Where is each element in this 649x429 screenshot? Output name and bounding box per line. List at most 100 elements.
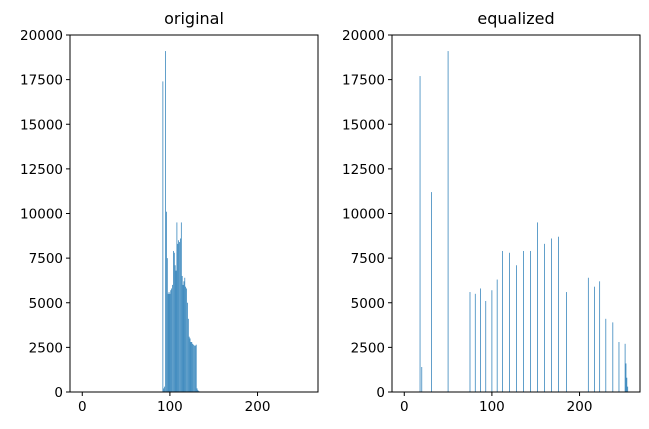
y-tick-label: 10000 xyxy=(20,207,63,223)
y-tick-label: 12500 xyxy=(342,162,385,178)
histogram-bar xyxy=(485,300,487,392)
histogram-bar xyxy=(163,388,165,392)
histogram-equalized-panel: equalized 0 2500 5000 7500 10000 12500 15000 17… xyxy=(342,9,641,415)
histogram-bar xyxy=(509,252,510,392)
histogram-bar xyxy=(605,318,607,392)
y-tick-label: 7500 xyxy=(29,251,63,267)
histogram-bar xyxy=(496,279,498,392)
chart-title-original: original xyxy=(164,9,224,28)
histogram-bar xyxy=(594,286,595,392)
histogram-bar xyxy=(624,343,626,392)
histogram-bar xyxy=(190,342,192,392)
histogram-bar xyxy=(421,367,423,392)
histogram-bar xyxy=(618,342,620,392)
y-tick-label: 15000 xyxy=(20,117,63,133)
histogram-bar xyxy=(544,243,545,392)
histogram-bar xyxy=(537,222,538,392)
histogram-bar xyxy=(558,236,559,392)
y-tick-label: 10000 xyxy=(342,207,385,223)
histogram-bar xyxy=(191,342,193,392)
y-tick-label: 15000 xyxy=(342,117,385,133)
histogram-bar xyxy=(182,284,184,392)
y-tick-label: 2500 xyxy=(351,340,385,356)
histogram-bar xyxy=(173,250,174,392)
chart-title-equalized: equalized xyxy=(477,9,554,28)
histogram-bar xyxy=(164,386,165,392)
histogram-bar xyxy=(177,243,179,392)
histogram-bar xyxy=(502,250,503,392)
histogram-bar xyxy=(171,288,172,392)
histogram-bar xyxy=(431,192,432,392)
histogram-bar xyxy=(169,293,171,392)
x-tick-label: 100 xyxy=(157,399,183,415)
x-tick-label: 100 xyxy=(479,399,505,415)
histogram-bar xyxy=(188,336,190,392)
histogram-bar xyxy=(172,284,173,392)
histogram-bar xyxy=(165,51,166,393)
histogram-bar xyxy=(196,388,198,392)
histogram-bar xyxy=(612,322,614,392)
histogram-bar xyxy=(419,76,421,392)
histogram-bar xyxy=(192,343,194,392)
histogram-bar xyxy=(174,265,176,392)
histogram-bar xyxy=(176,222,178,392)
histogram-bar xyxy=(193,344,194,392)
y-tick-label: 20000 xyxy=(20,28,63,44)
histogram-bar xyxy=(168,292,170,392)
y-tick-label: 7500 xyxy=(351,251,385,267)
histogram-bar xyxy=(178,240,180,392)
y-tick-label: 0 xyxy=(54,385,63,401)
histogram-bar xyxy=(599,281,601,392)
plot-frame xyxy=(69,34,319,393)
histogram-bar xyxy=(180,222,182,392)
histogram-bar xyxy=(627,386,629,392)
x-tick-label: 0 xyxy=(78,399,87,415)
histogram-bar xyxy=(181,275,183,392)
histogram-bar xyxy=(186,288,187,392)
y-tick-label: 5000 xyxy=(351,296,385,312)
histogram-bar xyxy=(516,265,517,392)
histogram-bar xyxy=(587,277,589,392)
y-tick-label: 5000 xyxy=(29,296,63,312)
y-tick-label: 12500 xyxy=(20,162,63,178)
histogram-bar xyxy=(170,290,172,392)
histogram-bar xyxy=(566,292,567,392)
y-tick-label: 20000 xyxy=(342,28,385,44)
histogram-bar xyxy=(184,277,186,392)
histogram-bar xyxy=(166,258,168,393)
x-tick-label: 200 xyxy=(245,399,271,415)
histogram-bar xyxy=(480,288,481,392)
histogram-bar xyxy=(447,51,449,393)
histogram-bar xyxy=(551,238,552,392)
histogram-bar xyxy=(175,270,177,392)
histogram-bar xyxy=(530,250,531,392)
histogram-bar xyxy=(197,390,199,392)
histogram-bar xyxy=(185,286,187,392)
histogram-bar xyxy=(187,318,189,392)
histogram-bar xyxy=(194,345,196,392)
histogram-bar xyxy=(183,281,185,392)
histogram-bar xyxy=(189,338,191,392)
histogram-bar xyxy=(469,292,471,392)
histogram-bar xyxy=(626,377,628,392)
y-tick-label: 17500 xyxy=(342,73,385,89)
y-tick-label: 0 xyxy=(376,385,385,401)
histogram-bar xyxy=(167,293,169,392)
histogram-bar xyxy=(166,211,167,392)
histogram-bar xyxy=(625,363,627,392)
x-tick-label: 200 xyxy=(567,399,593,415)
histogram-bar xyxy=(180,238,181,392)
histogram-bar xyxy=(491,290,493,392)
histogram-bar xyxy=(194,345,195,392)
y-tick-label: 2500 xyxy=(29,340,63,356)
plot-frame xyxy=(391,34,641,393)
histogram-original-panel: original 0 2500 5000 7500 10000 12500 15000 175… xyxy=(20,9,319,415)
histogram-bar xyxy=(179,242,180,392)
histogram-bar xyxy=(195,344,197,392)
y-tick-label: 17500 xyxy=(20,73,63,89)
histogram-bar xyxy=(187,302,188,392)
histogram-bar xyxy=(173,252,175,392)
histogram-bar xyxy=(474,293,476,392)
histogram-bar xyxy=(523,250,524,392)
